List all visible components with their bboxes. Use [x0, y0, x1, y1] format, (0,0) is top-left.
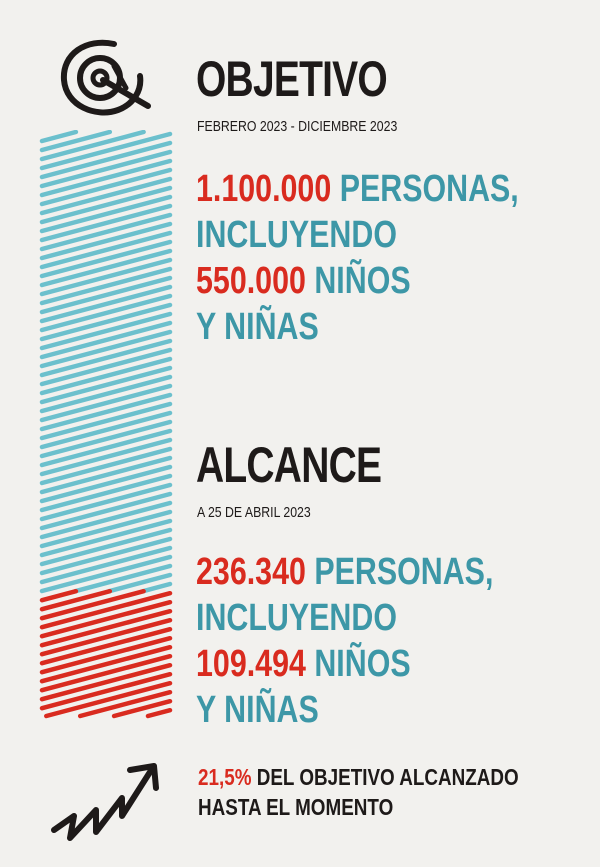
- hatch-red-strokes: [39, 588, 173, 719]
- trend-up-arrow-icon: [51, 763, 159, 841]
- objective-people-text: PERSONAS,: [331, 168, 519, 210]
- reach-people-text: PERSONAS,: [305, 551, 494, 593]
- reach-including: INCLUYENDO: [196, 597, 397, 639]
- objective-period: FEBRERO 2023 - DICIEMBRE 2023: [197, 118, 398, 135]
- objective-children-number: 550.000: [196, 260, 306, 302]
- objective-people-number: 1.100.000: [196, 168, 332, 210]
- objective-including: INCLUYENDO: [196, 214, 397, 256]
- hatch-teal-strokes: [39, 130, 173, 594]
- progress-note-line2: HASTA EL MOMENTO: [198, 794, 394, 820]
- objective-children-text: NIÑOS: [305, 260, 411, 302]
- target-icon: [60, 39, 151, 116]
- progress-remaining-hatch: [39, 130, 173, 594]
- progress-percent: 21,5%: [198, 764, 252, 790]
- reach-people-line: 236.340 PERSONAS,: [196, 549, 493, 595]
- objective-children-line2: Y NIÑAS: [196, 306, 319, 348]
- reach-children-line2: Y NIÑAS: [196, 689, 319, 731]
- reach-children-text: NIÑOS: [305, 643, 411, 685]
- objective-people-line: 1.100.000 PERSONAS,: [196, 166, 519, 212]
- reach-date: A 25 DE ABRIL 2023: [197, 504, 311, 521]
- progress-note-text: DEL OBJETIVO ALCANZADO: [251, 764, 519, 790]
- objective-children-line: 550.000 NIÑOS: [196, 258, 411, 304]
- reach-children-number: 109.494: [196, 643, 306, 685]
- reach-children-line: 109.494 NIÑOS: [196, 641, 411, 687]
- progress-bar: [39, 130, 173, 719]
- objective-title: OBJETIVO: [196, 51, 388, 107]
- progress-achieved-hatch: [39, 588, 173, 719]
- reach-people-number: 236.340: [196, 551, 306, 593]
- progress-note-line1: 21,5% DEL OBJETIVO ALCANZADO: [198, 763, 519, 791]
- reach-title: ALCANCE: [196, 437, 382, 493]
